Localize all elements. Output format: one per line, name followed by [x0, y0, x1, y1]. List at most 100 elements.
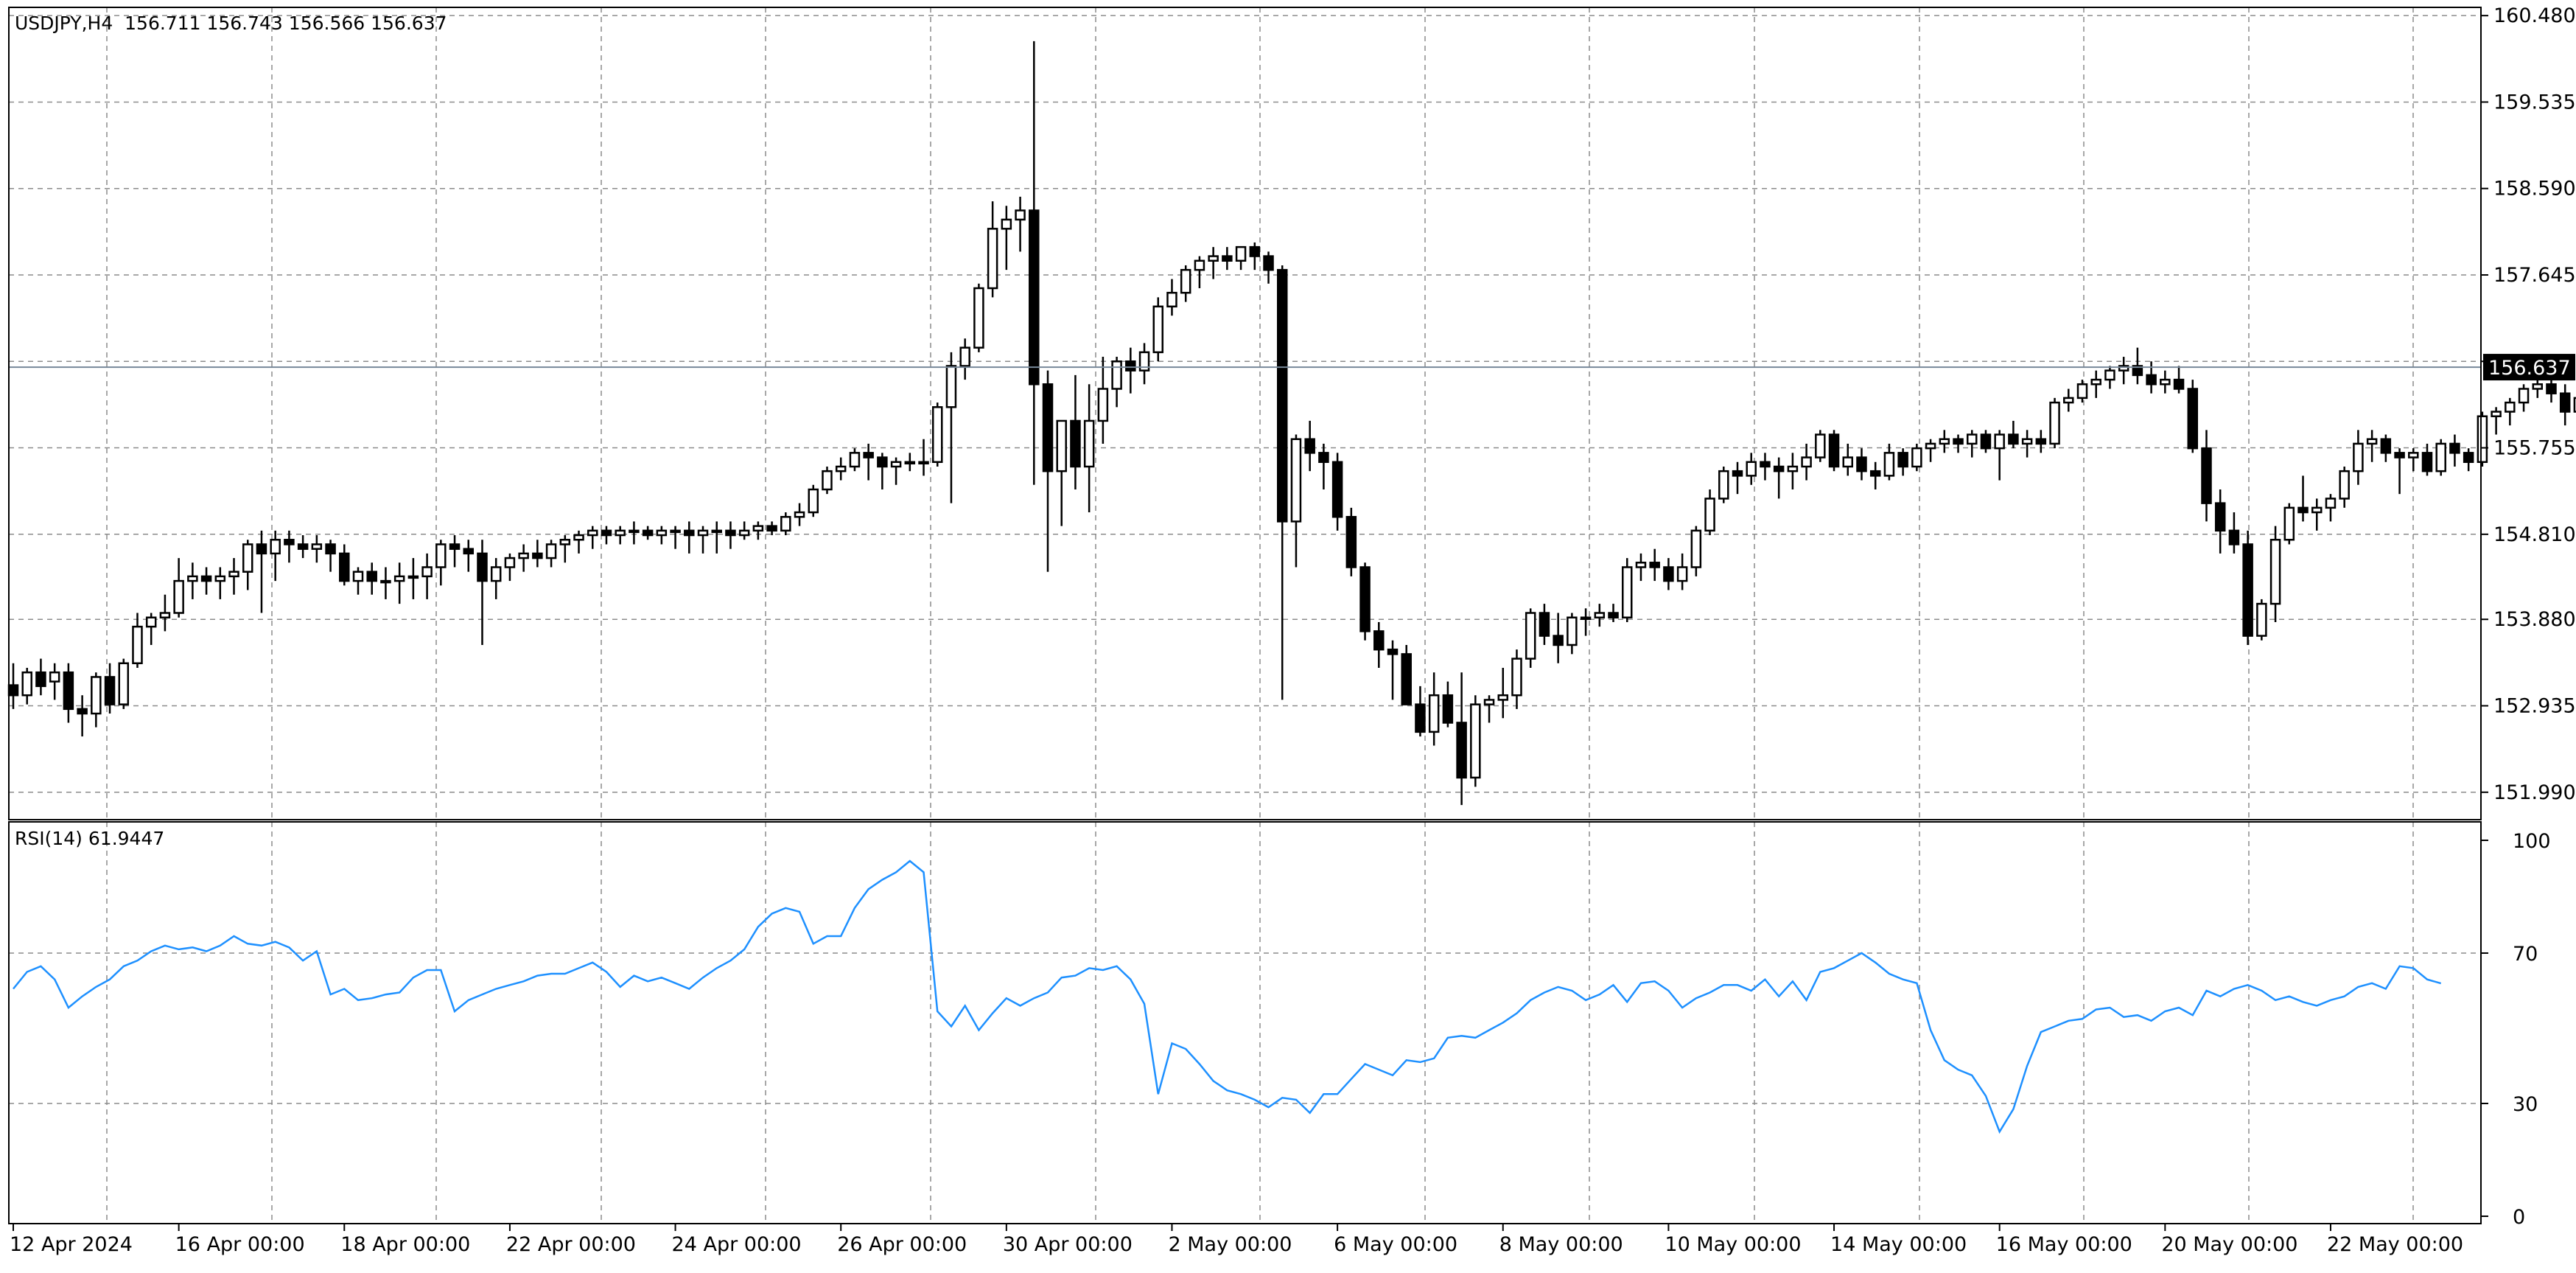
- candle[interactable]: [1387, 640, 1399, 700]
- candle[interactable]: [2421, 443, 2433, 476]
- candle[interactable]: [49, 663, 60, 700]
- candle[interactable]: [2477, 411, 2488, 467]
- candle[interactable]: [1180, 265, 1191, 302]
- candle[interactable]: [256, 530, 267, 613]
- candle[interactable]: [822, 466, 833, 495]
- candle[interactable]: [1649, 548, 1660, 582]
- candle[interactable]: [1718, 466, 1729, 503]
- candle[interactable]: [2090, 370, 2101, 398]
- candle[interactable]: [738, 521, 750, 540]
- candle[interactable]: [2311, 498, 2323, 531]
- candle[interactable]: [532, 540, 543, 568]
- candle[interactable]: [559, 535, 571, 563]
- candle[interactable]: [1856, 448, 1867, 481]
- candle[interactable]: [1083, 384, 1095, 513]
- candle[interactable]: [890, 457, 902, 485]
- candle[interactable]: [477, 540, 488, 645]
- candle[interactable]: [1608, 604, 1619, 622]
- candle[interactable]: [2035, 430, 2047, 453]
- candle[interactable]: [766, 521, 777, 536]
- rsi-axis[interactable]: 100 70 30 0: [2481, 830, 2551, 1229]
- candle[interactable]: [752, 521, 764, 540]
- candle[interactable]: [573, 530, 584, 554]
- candle[interactable]: [1801, 443, 1812, 481]
- candle[interactable]: [1470, 695, 1481, 787]
- candle[interactable]: [2353, 430, 2364, 485]
- candle[interactable]: [1773, 457, 1785, 499]
- candle[interactable]: [297, 535, 309, 559]
- candle[interactable]: [1359, 562, 1371, 641]
- candle[interactable]: [794, 503, 805, 526]
- rsi-line-group[interactable]: [13, 859, 2442, 1134]
- candle[interactable]: [490, 558, 502, 599]
- candle[interactable]: [1621, 558, 1633, 622]
- candle[interactable]: [1001, 206, 1012, 271]
- candle[interactable]: [228, 558, 239, 595]
- candle[interactable]: [1676, 553, 1688, 590]
- candle[interactable]: [2187, 380, 2199, 453]
- candle[interactable]: [104, 663, 116, 714]
- candle[interactable]: [1994, 430, 2005, 481]
- candle[interactable]: [366, 562, 377, 595]
- candle[interactable]: [2559, 384, 2571, 426]
- candle[interactable]: [1539, 604, 1550, 645]
- candle[interactable]: [1304, 420, 1315, 472]
- candle[interactable]: [918, 439, 929, 476]
- candle[interactable]: [1166, 279, 1177, 316]
- candle[interactable]: [656, 526, 668, 545]
- candle[interactable]: [2214, 489, 2226, 554]
- candle[interactable]: [2380, 434, 2392, 462]
- candle[interactable]: [518, 544, 529, 572]
- candle[interactable]: [1594, 604, 1606, 627]
- candle[interactable]: [1056, 419, 1067, 526]
- candle[interactable]: [2435, 439, 2446, 476]
- candle[interactable]: [1525, 608, 1536, 668]
- candle[interactable]: [284, 530, 295, 563]
- candle[interactable]: [2394, 448, 2405, 495]
- candle[interactable]: [587, 526, 598, 549]
- candle[interactable]: [684, 521, 695, 554]
- candle[interactable]: [2339, 466, 2350, 508]
- candle[interactable]: [242, 540, 253, 590]
- candle[interactable]: [1911, 443, 1922, 472]
- candle[interactable]: [2132, 347, 2143, 385]
- candle[interactable]: [1208, 247, 1219, 279]
- candle[interactable]: [642, 526, 654, 540]
- candle[interactable]: [463, 540, 475, 572]
- candle[interactable]: [1567, 613, 1578, 655]
- candle[interactable]: [2256, 599, 2267, 641]
- candle[interactable]: [545, 540, 557, 568]
- candle[interactable]: [2573, 394, 2576, 435]
- candle[interactable]: [91, 672, 102, 728]
- candle[interactable]: [1815, 430, 1826, 462]
- candle[interactable]: [132, 613, 143, 668]
- candle[interactable]: [1415, 686, 1426, 737]
- candle[interactable]: [1663, 558, 1674, 590]
- candle[interactable]: [2449, 434, 2460, 467]
- candle[interactable]: [629, 521, 640, 545]
- candle[interactable]: [35, 658, 46, 696]
- candle[interactable]: [187, 562, 198, 599]
- candle[interactable]: [904, 453, 916, 472]
- candle[interactable]: [1331, 453, 1343, 531]
- candle[interactable]: [1125, 347, 1136, 394]
- candle[interactable]: [200, 567, 212, 595]
- candle[interactable]: [214, 567, 226, 599]
- candle[interactable]: [1138, 343, 1150, 385]
- candle[interactable]: [1828, 430, 1840, 472]
- candle[interactable]: [77, 695, 88, 737]
- candle[interactable]: [959, 338, 970, 380]
- candle[interactable]: [1401, 644, 1412, 705]
- candle[interactable]: [987, 201, 998, 298]
- candle[interactable]: [945, 352, 957, 503]
- candles[interactable]: [7, 41, 2576, 806]
- candle[interactable]: [931, 402, 943, 467]
- candle[interactable]: [863, 443, 874, 481]
- candle[interactable]: [1152, 297, 1164, 362]
- candle[interactable]: [1746, 453, 1757, 485]
- candle[interactable]: [1042, 370, 1054, 572]
- candle[interactable]: [2104, 366, 2115, 389]
- candle[interactable]: [1980, 430, 1992, 453]
